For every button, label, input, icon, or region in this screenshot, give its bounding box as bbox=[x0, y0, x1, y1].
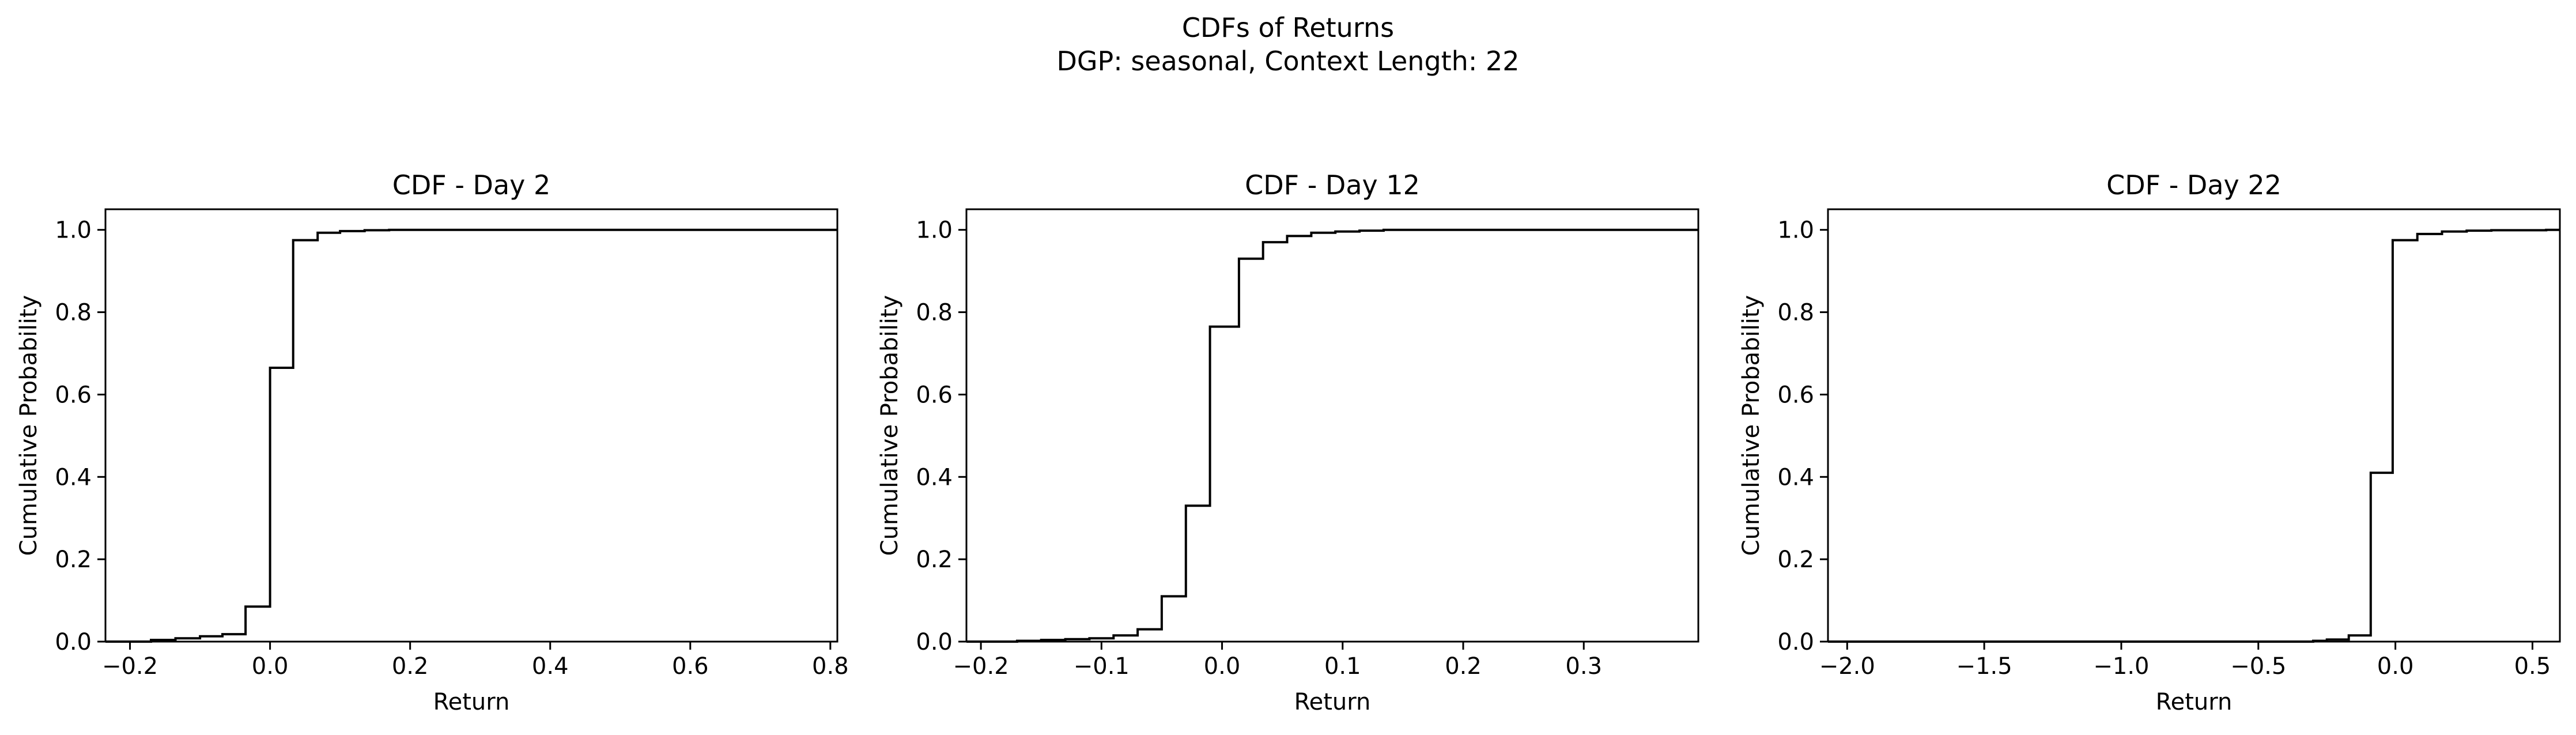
x-tick-label: −2.0 bbox=[1819, 653, 1875, 680]
cdf-step-line bbox=[105, 228, 837, 643]
y-tick-label: 0.8 bbox=[916, 300, 953, 326]
y-tick-label: 0.6 bbox=[55, 382, 92, 408]
figure-title-line2: DGP: seasonal, Context Length: 22 bbox=[1056, 46, 1519, 77]
x-axis-label: Return bbox=[433, 689, 510, 715]
subplot-1: −0.2 0.0 0.2 0.4 0.6 0.8 0.0 0.2 0.4 0.6 0.8 1.0 CDF… bbox=[16, 169, 849, 715]
axes-frame bbox=[1827, 208, 2561, 643]
subplot-3: −2.0 −1.5 −1.0 −0.5 0.0 0.5 0.0 0.2 0.4 0.6 0.8 1.0… bbox=[1738, 169, 2561, 715]
y-tick-label: 0.2 bbox=[1777, 546, 1814, 573]
y-tick-label: 0.6 bbox=[1777, 382, 1814, 408]
cdf-step-line bbox=[1828, 228, 2560, 643]
x-tick-label: −0.5 bbox=[2230, 653, 2286, 680]
x-tick-label: 0.0 bbox=[252, 653, 289, 680]
x-tick-label: 0.0 bbox=[2377, 653, 2414, 680]
x-tick-label: 0.6 bbox=[672, 653, 709, 680]
x-axis-label: Return bbox=[1294, 689, 1371, 715]
axes-frame bbox=[965, 208, 1699, 643]
y-tick-label: 0.6 bbox=[916, 382, 953, 408]
x-tick-label: 0.2 bbox=[392, 653, 429, 680]
x-tick-label: 0.5 bbox=[2514, 653, 2551, 680]
y-tick-label: 1.0 bbox=[916, 217, 953, 244]
x-tick-label: −0.2 bbox=[953, 653, 1009, 680]
x-tick-label: 0.3 bbox=[1565, 653, 1602, 680]
y-tick-label: 0.0 bbox=[1777, 629, 1814, 655]
y-tick-label: 0.0 bbox=[55, 629, 92, 655]
x-tick-label: −1.5 bbox=[1956, 653, 2012, 680]
x-tick-label: −1.0 bbox=[2093, 653, 2149, 680]
x-axis-label: Return bbox=[2156, 689, 2233, 715]
subplot-title: CDF - Day 12 bbox=[1245, 169, 1420, 201]
y-axis-label: Cumulative Probability bbox=[877, 295, 903, 556]
x-tick-label: 0.1 bbox=[1324, 653, 1361, 680]
x-tick-label: 0.0 bbox=[1204, 653, 1241, 680]
y-tick-label: 0.0 bbox=[916, 629, 953, 655]
y-tick-label: 0.4 bbox=[55, 464, 92, 491]
x-tick-label: −0.1 bbox=[1074, 653, 1130, 680]
cdf-step-line bbox=[966, 228, 1698, 643]
y-axis-label: Cumulative Probability bbox=[1738, 295, 1765, 556]
y-tick-label: 1.0 bbox=[1777, 217, 1814, 244]
y-tick-label: 0.8 bbox=[1777, 300, 1814, 326]
x-tick-label: −0.2 bbox=[102, 653, 158, 680]
y-tick-label: 0.4 bbox=[916, 464, 953, 491]
subplots: −0.2 0.0 0.2 0.4 0.6 0.80.00.20.40.60.81.0CDF… bbox=[16, 169, 2561, 715]
axes-frame bbox=[104, 208, 838, 643]
y-tick-label: 0.8 bbox=[55, 300, 92, 326]
subplot-2: −0.2 −0.1 0.0 0.1 0.2 0.3 0.0 0.2 0.4 0.6 0.8 1.0 CD… bbox=[877, 169, 1699, 715]
y-axis-label: Cumulative Probability bbox=[16, 295, 42, 556]
y-tick-label: 1.0 bbox=[55, 217, 92, 244]
y-tick-label: 0.4 bbox=[1777, 464, 1814, 491]
figure-title-line1: CDFs of Returns bbox=[1182, 12, 1394, 43]
x-tick-label: 0.8 bbox=[812, 653, 849, 680]
subplot-title: CDF - Day 22 bbox=[2106, 169, 2282, 201]
subplot-title: CDF - Day 2 bbox=[392, 169, 551, 201]
x-tick-label: 0.2 bbox=[1445, 653, 1482, 680]
y-tick-label: 0.2 bbox=[55, 546, 92, 573]
y-tick-label: 0.2 bbox=[916, 546, 953, 573]
x-tick-label: 0.4 bbox=[532, 653, 569, 680]
